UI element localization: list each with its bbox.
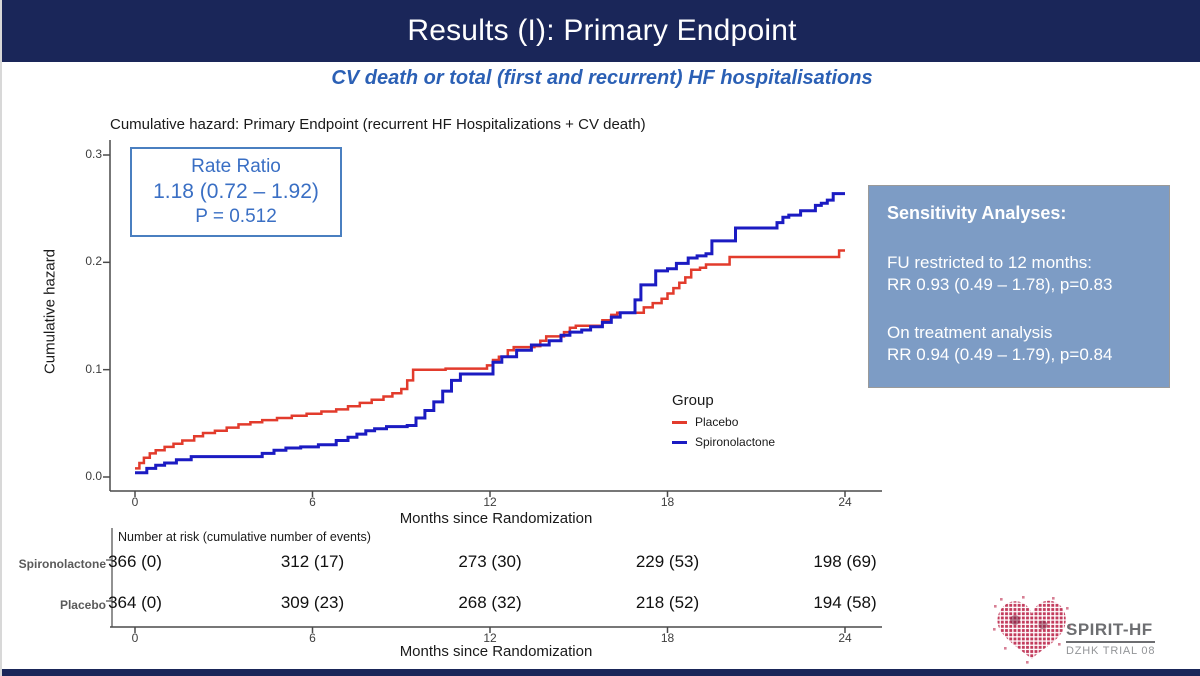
risk-x-tick-label: 0 [131, 631, 139, 645]
risk-value-cell: 312 (17) [280, 552, 345, 571]
logo-trial-subname: DZHK TRIAL 08 [1066, 645, 1156, 657]
risk-x-tick-label: 18 [660, 631, 675, 645]
y-tick-label: 0.1 [85, 361, 102, 376]
x-axis-title: Months since Randomization [399, 510, 593, 527]
spirit-hf-logo-text: SPIRIT-HF DZHK TRIAL 08 [1066, 620, 1156, 657]
legend-item-spironolactone: Spironolactone [672, 435, 775, 449]
risk-x-tick-label: 6 [309, 631, 316, 645]
risk-x-tick-label: 12 [483, 631, 497, 645]
legend-item-placebo: Placebo [672, 415, 775, 429]
y-tick-label: 0.2 [85, 254, 102, 269]
rate-ratio-value: 1.18 (0.72 – 1.92) [153, 179, 319, 203]
risk-row-label-placebo: Placebo [59, 598, 106, 612]
y-tick-label: 0.0 [85, 469, 102, 483]
page-title: Results (I): Primary Endpoint [407, 14, 797, 47]
legend-title: Group [672, 392, 714, 409]
x-tick-label: 0 [131, 495, 139, 509]
header-bar: Results (I): Primary Endpoint [2, 0, 1200, 62]
risk-value-cell: 364 (0) [108, 593, 162, 612]
x-tick-label: 18 [660, 495, 675, 509]
sensitivity-line-3: On treatment analysis [887, 322, 1053, 342]
rate-ratio-heading: Rate Ratio [191, 156, 281, 178]
legend-label-placebo: Placebo [695, 415, 739, 429]
y-tick-label: 0.3 [85, 147, 102, 161]
sensitivity-line-4: RR 0.94 (0.49 – 1.79), p=0.84 [887, 345, 1113, 365]
risk-value-cell: 268 (32) [458, 593, 522, 612]
risk-value-cell: 194 (58) [813, 593, 877, 612]
risk-value-cell: 229 (53) [635, 552, 700, 571]
risk-value-cell: 366 (0) [108, 552, 162, 571]
x-tick-label: 24 [838, 495, 852, 509]
spirit-hf-heart-logo-icon [993, 596, 1071, 664]
risk-row-label-spironolactone: Spironolactone [18, 557, 106, 571]
risk-value-cell: 273 (30) [458, 552, 522, 571]
rate-ratio-p-value: P = 0.512 [195, 206, 277, 228]
risk-table-header: Number at risk (cumulative number of eve… [118, 530, 371, 544]
slide-subtitle: CV death or total (first and recurrent) … [331, 67, 873, 89]
sensitivity-line-2: RR 0.93 (0.49 – 1.78), p=0.83 [887, 275, 1113, 295]
legend-label-spironolactone: Spironolactone [695, 435, 776, 449]
risk-table-x-axis-title: Months since Randomization [399, 643, 593, 660]
chart-legend: Group Placebo Spironolactone [672, 392, 775, 455]
logo-trial-name: SPIRIT-HF [1066, 620, 1156, 643]
risk-x-tick-label: 24 [838, 631, 852, 645]
bottom-accent-bar [2, 669, 1200, 676]
spironolactone-line-key-icon [672, 440, 687, 444]
chart-title: Cumulative hazard: Primary Endpoint (rec… [110, 116, 646, 133]
x-tick-label: 6 [309, 495, 316, 509]
sensitivity-line-1: FU restricted to 12 months: [887, 252, 1093, 272]
risk-value-cell: 218 (52) [635, 593, 700, 612]
risk-value-cell: 309 (23) [280, 593, 345, 612]
x-tick-label: 12 [483, 495, 497, 509]
placebo-line-key-icon [672, 420, 687, 424]
sensitivity-analyses-box: Sensitivity Analyses: FU restricted to 1… [868, 185, 1170, 388]
rate-ratio-box: Rate Ratio 1.18 (0.72 – 1.92) P = 0.512 [130, 147, 342, 237]
y-axis-title: Cumulative hazard [41, 248, 59, 375]
sensitivity-heading: Sensitivity Analyses: [887, 203, 1067, 223]
risk-value-cell: 198 (69) [813, 552, 877, 571]
